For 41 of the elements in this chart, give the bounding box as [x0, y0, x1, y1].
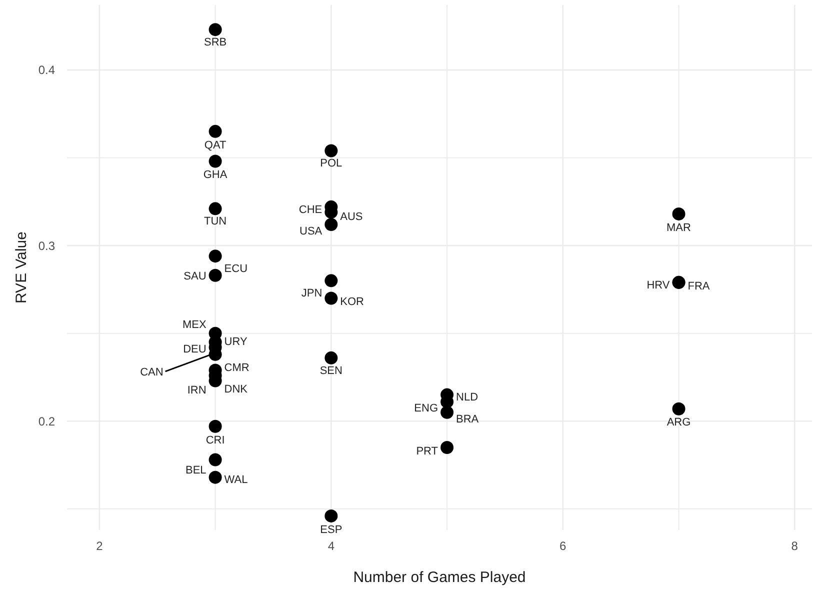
annotation: SAU — [184, 270, 206, 282]
annotation: SRB — [204, 36, 227, 48]
annotation: BEL — [186, 464, 206, 477]
annotation: GHA — [203, 169, 228, 182]
annotation: BRA — [456, 413, 480, 426]
y-tick-label: 0.3 — [38, 238, 56, 253]
x-tick-label: 6 — [560, 539, 567, 553]
annotation: AUS — [340, 211, 363, 224]
annotation: FRA — [688, 280, 710, 292]
annotation: WAL — [224, 474, 248, 486]
annotation: SEN — [320, 364, 343, 377]
annotation: KOR — [340, 296, 364, 308]
x-tick-label: 2 — [96, 539, 104, 553]
annotation: URY — [224, 336, 248, 348]
annotation: MEX — [182, 319, 207, 332]
annotation: ARG — [666, 416, 691, 429]
annotation: CAN — [140, 366, 164, 378]
annotation: PRT — [416, 445, 438, 458]
annotation: CMR — [224, 362, 250, 374]
annotation: CHE — [298, 204, 322, 216]
x-tick-label: 8 — [791, 539, 798, 553]
annotation: USA — [300, 225, 323, 238]
y-tick-label: 0.2 — [38, 414, 56, 428]
annotation: MAR — [666, 222, 692, 234]
annotation: ESP — [320, 524, 342, 536]
annotation: POL — [320, 158, 342, 170]
annotation: NLD — [456, 392, 478, 404]
x-tick-label: 4 — [328, 539, 335, 553]
annotation: DEU — [183, 343, 206, 356]
annotation: JPN — [301, 288, 322, 300]
annotation: HRV — [646, 279, 670, 292]
annotation: TUN — [204, 216, 227, 228]
annotation: ENG — [414, 402, 438, 415]
annotation: ECU — [224, 262, 248, 275]
annotation: CRI — [206, 434, 225, 446]
annotation: QAT — [204, 139, 226, 152]
x-axis-title: Number of Games Played — [353, 569, 526, 586]
annotation: IRN — [187, 384, 206, 397]
y-tick-label: 0.4 — [38, 63, 56, 78]
y-axis-title: RVE Value — [13, 232, 30, 304]
annotation: DNK — [224, 383, 248, 396]
